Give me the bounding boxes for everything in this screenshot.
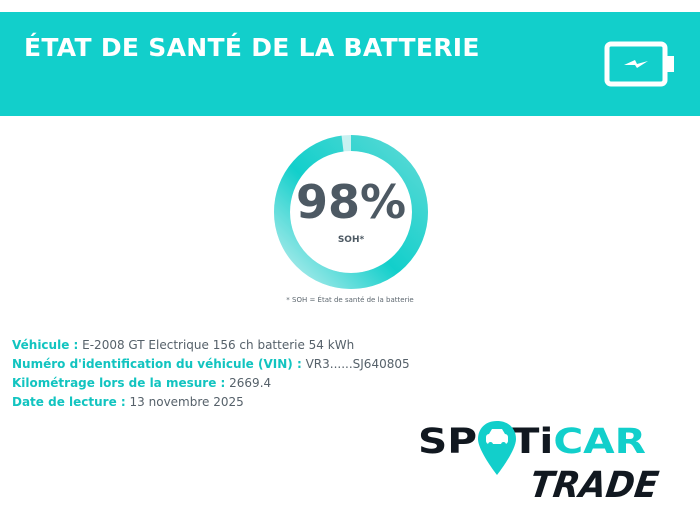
battery-charging-icon: [604, 41, 674, 87]
info-value: E-2008 GT Electrique 156 ch batterie 54 …: [82, 338, 355, 352]
info-key: Date de lecture :: [12, 395, 126, 409]
info-key: Kilométrage lors de la mesure :: [12, 376, 226, 390]
spoticar-trade-logo: SPOTiCAR TRADE: [418, 421, 662, 505]
info-value: 13 novembre 2025: [129, 395, 244, 409]
soh-footnote: * SOH = État de santé de la batterie: [286, 296, 414, 304]
info-row-date: Date de lecture : 13 novembre 2025: [12, 393, 410, 412]
soh-value: 98%: [295, 175, 407, 229]
header-banner: ÉTAT DE SANTÉ DE LA BATTERIE: [0, 12, 700, 116]
logo-line1: SPOTiCAR: [418, 422, 646, 462]
page-title: ÉTAT DE SANTÉ DE LA BATTERIE: [24, 33, 480, 62]
info-row-vin: Numéro d'identification du véhicule (VIN…: [12, 355, 410, 374]
soh-label: SOH*: [337, 235, 365, 245]
gauge-fill-arc: [274, 135, 428, 289]
info-value: VR3......SJ640805: [305, 357, 410, 371]
info-row-mileage: Kilométrage lors de la mesure : 2669.4: [12, 374, 410, 393]
soh-gauge: [274, 135, 428, 289]
info-key: Numéro d'identification du véhicule (VIN…: [12, 357, 302, 371]
logo-line2: TRADE: [527, 463, 661, 505]
map-pin-car-icon: [478, 421, 516, 475]
info-value: 2669.4: [229, 376, 272, 390]
vehicle-info: Véhicule : E-2008 GT Electrique 156 ch b…: [12, 336, 410, 412]
info-row-vehicle: Véhicule : E-2008 GT Electrique 156 ch b…: [12, 336, 410, 355]
info-key: Véhicule :: [12, 338, 79, 352]
